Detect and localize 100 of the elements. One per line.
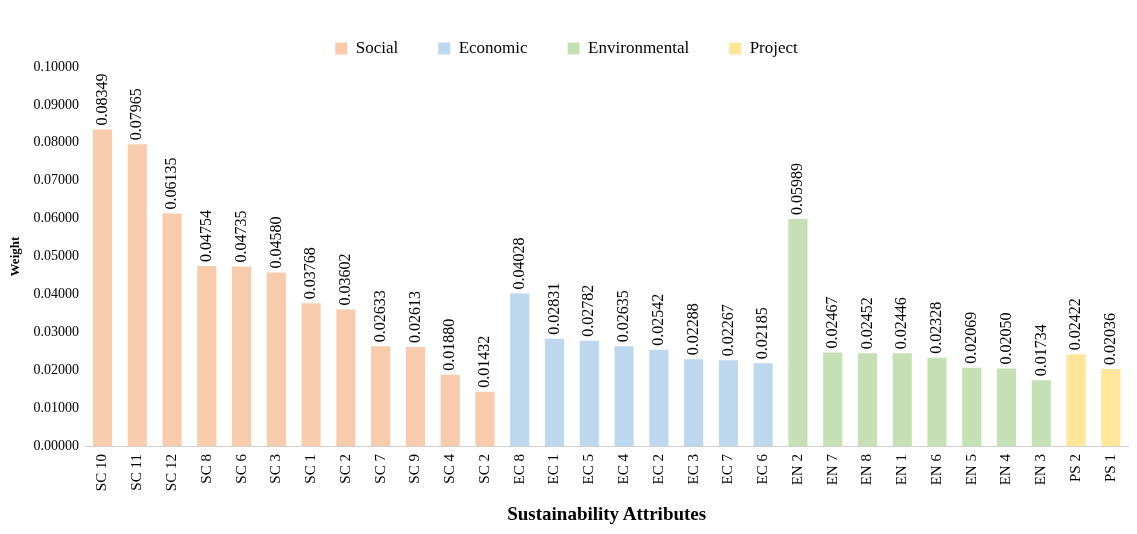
- bar: [1101, 368, 1121, 447]
- data-label: 0.02036: [1101, 312, 1119, 365]
- x-tick-label: SC 2: [475, 454, 492, 484]
- data-label: 0.02831: [544, 282, 562, 335]
- x-tick-label: EC 8: [510, 454, 527, 485]
- bar: [788, 219, 808, 447]
- bar: [996, 368, 1017, 447]
- data-label: 0.01880: [440, 318, 458, 371]
- data-label: 0.02185: [753, 307, 771, 360]
- bar: [684, 359, 704, 447]
- legend-label: Social: [355, 37, 399, 57]
- data-label: 0.04028: [509, 237, 527, 290]
- bar: [927, 357, 947, 447]
- x-tick-label: SC 12: [162, 454, 179, 492]
- data-label: 0.02613: [405, 291, 423, 344]
- data-label: 0.01734: [1031, 324, 1049, 377]
- x-tick-label: SC 10: [93, 454, 110, 492]
- data-label: 0.02422: [1066, 298, 1084, 351]
- legend-label: Economic: [458, 37, 529, 57]
- data-label: 0.03768: [301, 247, 319, 300]
- x-axis-title: Sustainability Attributes: [507, 502, 707, 524]
- y-tick-label: 0.07000: [33, 172, 80, 188]
- data-label: 0.01432: [475, 335, 493, 388]
- data-label: 0.04754: [197, 209, 214, 262]
- legend-label: Environmental: [588, 37, 690, 57]
- data-label: 0.03602: [336, 253, 354, 306]
- x-tick-label: EC 1: [545, 454, 562, 485]
- bar: [1031, 380, 1051, 447]
- data-label: 0.04735: [231, 210, 249, 263]
- y-axis-title: Weight: [7, 236, 23, 277]
- legend-label: Project: [749, 37, 799, 57]
- x-tick-label: EN 8: [858, 454, 875, 486]
- x-tick-label: EN 5: [962, 454, 979, 486]
- x-tick-label: EC 3: [684, 454, 701, 485]
- x-tick-label: EN 6: [927, 453, 944, 486]
- x-tick-label: EN 2: [788, 454, 805, 486]
- x-tick-label: SC 11: [128, 454, 145, 491]
- bar: [857, 353, 878, 447]
- bar: [92, 129, 113, 447]
- x-tick-label: EN 1: [893, 454, 910, 486]
- bar: [753, 363, 773, 447]
- bar: [962, 367, 982, 447]
- bar: [162, 213, 182, 447]
- data-label: 0.02288: [683, 303, 701, 356]
- x-tick-label: SC 8: [197, 454, 214, 484]
- data-label: 0.02267: [718, 304, 736, 357]
- bar: [405, 347, 425, 447]
- data-label: 0.04580: [266, 216, 284, 269]
- data-label: 0.08349: [92, 73, 110, 126]
- x-tick-label: SC 9: [406, 454, 423, 484]
- bar: [1066, 354, 1086, 447]
- x-tick-label: PS 1: [1101, 454, 1118, 483]
- bar: [579, 340, 599, 447]
- bar: [197, 265, 217, 447]
- bar: [440, 374, 460, 447]
- x-tick-label: EC 4: [615, 453, 631, 485]
- bar: [336, 309, 356, 447]
- x-tick-label: SC 6: [232, 453, 249, 484]
- data-label: 0.02050: [996, 312, 1014, 365]
- data-label: 0.02069: [961, 311, 979, 364]
- data-label: 0.05989: [788, 163, 806, 216]
- x-tick-label: EC 7: [719, 453, 736, 485]
- x-tick-label: SC 3: [267, 454, 284, 484]
- x-tick-label: SC 2: [336, 454, 353, 484]
- data-label: 0.02446: [892, 297, 910, 350]
- data-label: 0.02542: [649, 293, 667, 346]
- y-tick-label: 0.01000: [33, 399, 80, 415]
- x-tick-label: EC 6: [754, 453, 771, 485]
- x-tick-label: SC 7: [371, 453, 388, 484]
- bar: [614, 346, 634, 447]
- bar: [892, 353, 912, 447]
- bar: [371, 346, 391, 447]
- bar: [649, 349, 669, 447]
- data-label: 0.02452: [857, 297, 875, 350]
- data-label: 0.06135: [162, 157, 180, 210]
- data-label: 0.02328: [927, 301, 945, 354]
- data-label: 0.02635: [614, 290, 632, 343]
- data-label: 0.02633: [370, 290, 388, 343]
- x-tick-label: SC 4: [441, 453, 458, 484]
- x-tick-label: SC 1: [302, 454, 319, 484]
- bar: [718, 360, 738, 447]
- y-tick-label: 0.05000: [33, 248, 80, 264]
- bar: [475, 391, 495, 447]
- x-tick-label: EN 7: [823, 453, 840, 486]
- data-label: 0.07965: [127, 88, 145, 141]
- y-tick-label: 0.08000: [33, 134, 80, 150]
- y-tick-label: 0.04000: [33, 286, 80, 302]
- data-label: 0.02467: [822, 296, 840, 349]
- bar: [232, 266, 252, 447]
- bar: [266, 272, 286, 447]
- y-tick-label: 0.02000: [33, 361, 80, 377]
- x-tick-label: EC 5: [580, 454, 597, 485]
- x-tick-label: PS 2: [1067, 454, 1084, 483]
- bar: [127, 144, 147, 447]
- y-tick-label: 0.09000: [33, 96, 80, 112]
- x-tick-label: EC 2: [649, 454, 666, 485]
- bar: [510, 293, 530, 447]
- y-tick-label: 0.06000: [33, 210, 80, 226]
- bar: [301, 303, 321, 447]
- data-label: 0.02782: [579, 284, 597, 337]
